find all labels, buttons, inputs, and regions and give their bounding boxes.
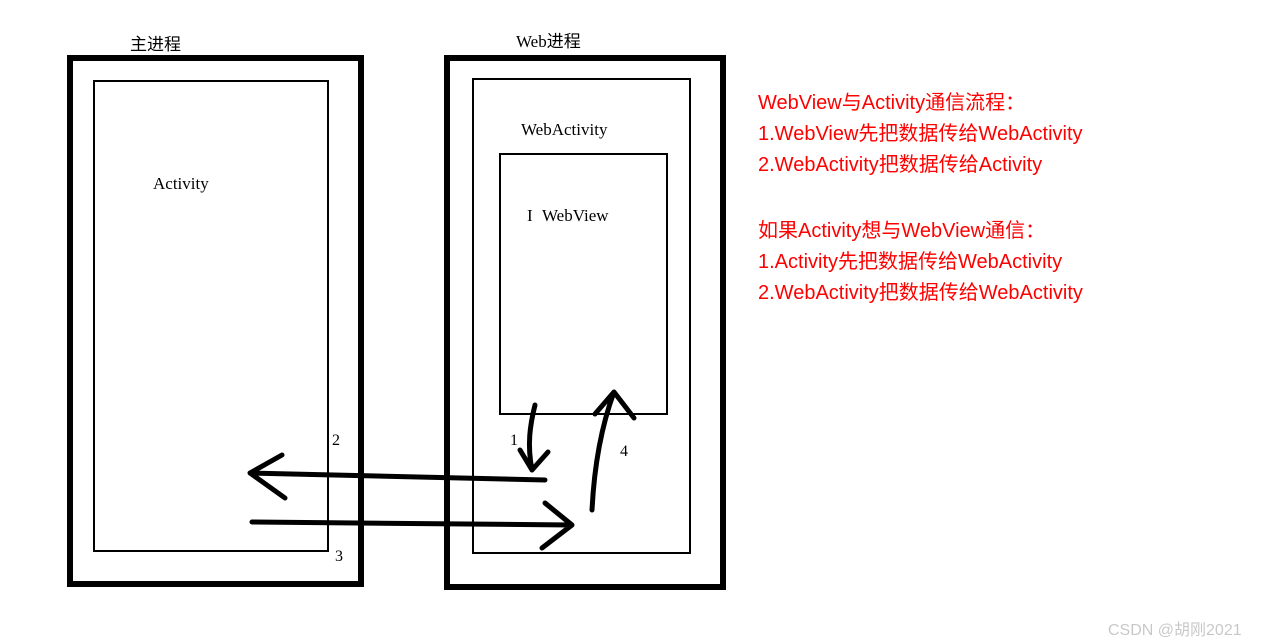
note-line-5: 2.WebActivity把数据传给WebActivity <box>758 278 1083 309</box>
note-line-0: WebView与Activity通信流程： <box>758 88 1025 119</box>
edge-4-label: 4 <box>620 443 628 461</box>
edge-3-label: 3 <box>335 548 343 566</box>
note-line-3: 如果Activity想与WebView通信： <box>758 216 1045 247</box>
edge-2-arrow <box>250 455 545 498</box>
note-line-1: 1.WebView先把数据传给WebActivity <box>758 119 1083 150</box>
watermark: CSDN @胡刚2021 <box>1108 616 1242 640</box>
edge-1-arrow <box>520 405 548 470</box>
edge-1-label: 1 <box>510 432 518 450</box>
arrows-svg <box>0 0 1261 641</box>
edge-3-arrow <box>252 503 572 548</box>
edge-2-label: 2 <box>332 432 340 450</box>
note-line-4: 1.Activity先把数据传给WebActivity <box>758 247 1062 278</box>
note-line-2: 2.WebActivity把数据传给Activity <box>758 150 1042 181</box>
